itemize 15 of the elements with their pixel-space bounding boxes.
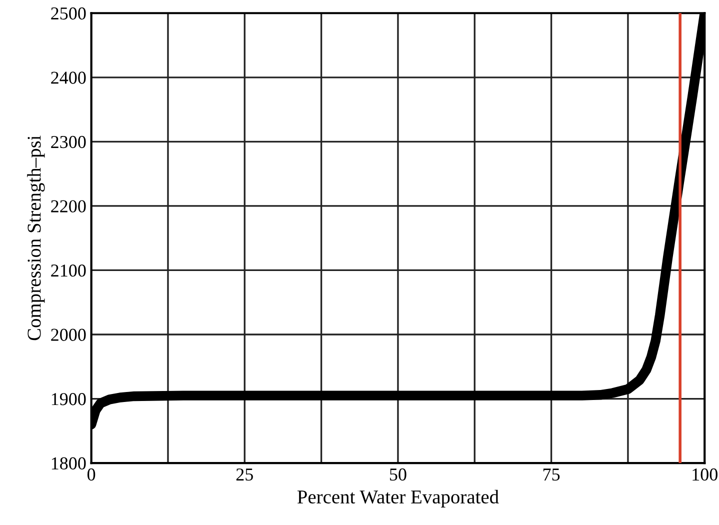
y-tick-label: 2400	[51, 72, 86, 84]
y-tick-label: 2100	[51, 264, 86, 277]
x-tick-label: 25	[236, 468, 253, 481]
x-axis-title: Percent Water Evaporated	[297, 490, 499, 508]
x-tick-label: 75	[543, 468, 560, 481]
y-tick-label: 2500	[51, 7, 86, 20]
y-tick-label: 1900	[52, 393, 86, 406]
y-tick-label: 2000	[51, 328, 86, 341]
y-axis-title: Compression Strength–psi	[27, 136, 45, 340]
y-tick-label: 2300	[51, 136, 86, 148]
x-tick-label: 100	[692, 468, 718, 481]
y-tick-label: 1800	[52, 457, 86, 470]
x-tick-label: 0	[87, 468, 96, 481]
y-tick-label: 2200	[51, 200, 86, 212]
x-tick-label: 50	[390, 468, 406, 481]
